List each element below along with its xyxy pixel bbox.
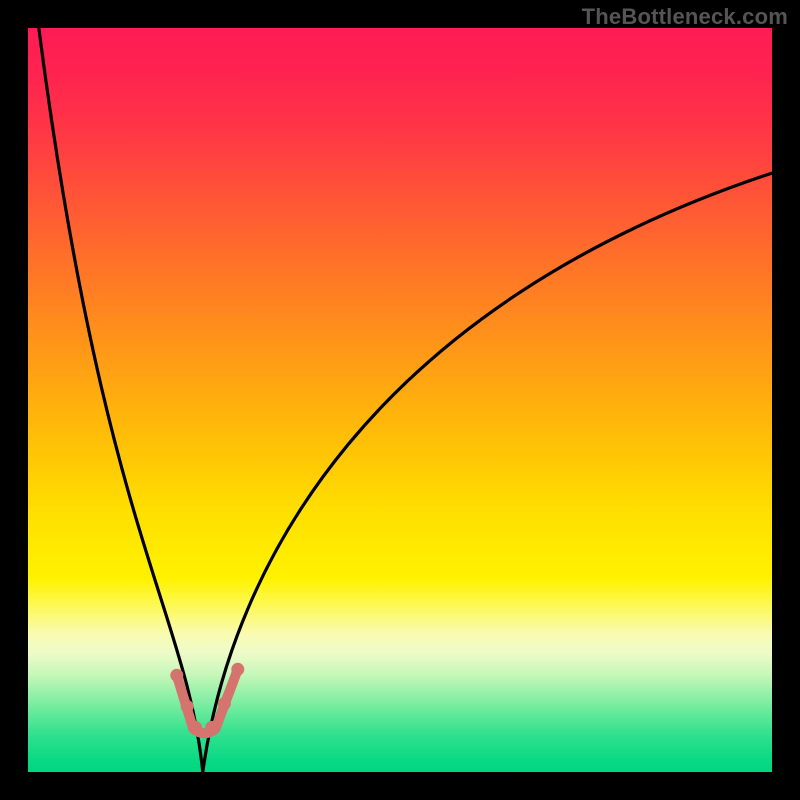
watermark-text: TheBottleneck.com	[582, 4, 788, 30]
marker-dot	[170, 669, 183, 682]
gradient-plot-area	[28, 28, 772, 772]
marker-dot	[189, 721, 202, 734]
bottleneck-chart	[0, 0, 800, 800]
marker-dot	[205, 721, 218, 734]
marker-dot	[231, 663, 244, 676]
marker-dot	[218, 697, 231, 710]
marker-dot	[181, 700, 194, 713]
chart-root: TheBottleneck.com	[0, 0, 800, 800]
